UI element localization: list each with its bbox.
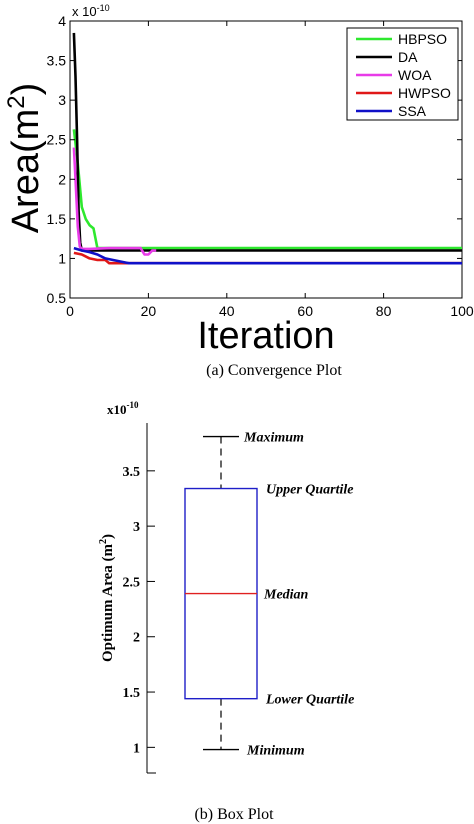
y-tick-label: 3 [58,92,66,108]
box: Maximum Upper Quartile Median Lower Quartil… [184,431,354,759]
box-plot: 1 1.5 2 2.5 3 3.5 x10-10 Optimum Area (m2) Ma… [98,400,354,823]
y-tick-label: 4 [58,13,66,29]
y-axis-label: Area(m2) [3,83,47,234]
x-tick-label: 20 [141,303,157,319]
annotation-lower-quartile: Lower Quartile [265,693,354,708]
x-axis-label: Iteration [197,315,334,357]
series-line-woa [72,147,157,256]
series-line-hbpso [72,129,462,250]
convergence-plot: 0 20 40 60 80 100 0.5 1 1.5 2 2.5 3 3.5 4 x 10-10 Are… [3,3,474,379]
caption-a: (a) Convergence Plot [206,362,342,379]
legend-label-woa: WOA [398,67,432,83]
axis-ticks: 0 20 40 60 80 100 0.5 1 1.5 2 2.5 3 3.5 4 [47,13,474,319]
legend-label-hbpso: HBPSO [398,31,447,47]
y-tick-label: 1 [133,741,140,756]
y-tick-label: 1 [58,250,66,266]
x-tick-label: 60 [297,303,313,319]
y-tick-label: 3 [133,520,140,535]
annotation-median: Median [263,588,309,603]
x-tick-label: 100 [450,303,474,319]
series-line-ssa [73,246,462,265]
y-tick-label: 0.5 [47,290,67,306]
x-tick-label: 80 [376,303,392,319]
axis-ticks: 1 1.5 2 2.5 3 3.5 [123,465,155,756]
y-tick-label: 1.5 [123,686,141,701]
y-tick-label: 1.5 [47,211,67,227]
annotation-upper-quartile: Upper Quartile [266,483,354,498]
y-tick-label: 2 [58,171,66,187]
legend-label-hwpso: HWPSO [398,85,451,101]
legend-label-ssa: SSA [398,103,427,119]
y-axis-label: Optimum Area (m2) [98,534,116,662]
x-tick-label: 0 [66,303,74,319]
y-exponent: x 10-10 [72,3,110,19]
annotation-minimum: Minimum [246,744,305,759]
y-tick-label: 3.5 [123,465,141,480]
caption-b: (b) Box Plot [194,806,274,823]
y-tick-label: 3.5 [47,53,67,69]
y-tick-label: 2 [133,631,140,646]
y-exponent: x10-10 [107,400,139,417]
x-tick-label: 40 [219,303,235,319]
legend: HBPSO DA WOA HWPSO SSA [346,27,459,121]
y-tick-label: 2.5 [123,575,141,590]
y-tick-label: 2.5 [47,132,67,148]
annotation-maximum: Maximum [243,431,304,446]
series-line-hwpso [73,251,462,265]
legend-label-da: DA [398,49,418,65]
series-lines [72,32,462,265]
